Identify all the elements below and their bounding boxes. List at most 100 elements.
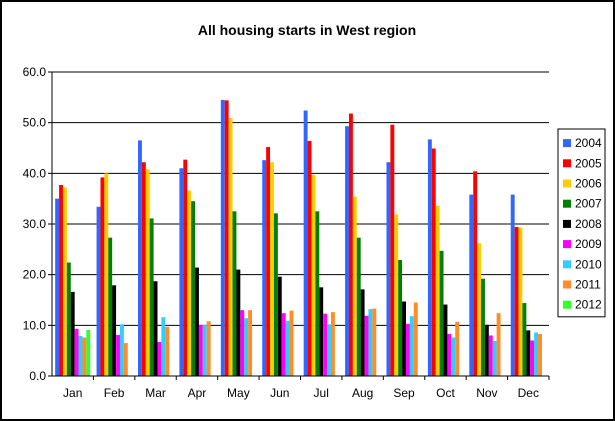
bar-2009-apr: [198, 324, 203, 376]
bar-2006-feb: [104, 173, 109, 376]
bar-2011-dec: [538, 333, 542, 376]
bar-2008-jul: [319, 287, 324, 376]
bar-2009-jun: [281, 313, 286, 376]
bar-2008-dec: [526, 330, 531, 376]
bar-2008-may: [236, 269, 241, 376]
bar-2008-oct: [443, 304, 448, 376]
legend-label-2007: 2007: [575, 197, 602, 211]
bar-2011-may: [248, 310, 253, 376]
bar-2008-nov: [484, 324, 489, 376]
y-tick-label: 0.0: [29, 369, 46, 383]
bar-2012-jan: [86, 329, 91, 376]
bar-2010-feb: [119, 324, 124, 376]
legend-swatch-2009: [563, 240, 571, 249]
bar-2007-dec: [522, 303, 527, 376]
bar-2005-oct: [431, 148, 436, 376]
bar-2004-jun: [262, 160, 267, 376]
bar-2007-mar: [149, 218, 154, 376]
bar-2004-feb: [96, 206, 101, 376]
bar-2004-jul: [303, 110, 308, 376]
bar-2004-apr: [179, 168, 184, 376]
bar-2006-nov: [477, 243, 482, 376]
bar-2004-dec: [510, 194, 515, 376]
bar-2009-may: [240, 310, 245, 376]
bar-2011-feb: [123, 343, 128, 376]
y-tick-label: 50.0: [23, 116, 47, 130]
bar-2010-nov: [492, 341, 497, 376]
bar-2011-nov: [496, 313, 501, 376]
bar-2006-aug: [352, 196, 357, 376]
bar-2009-sep: [405, 323, 410, 376]
x-tick-label-may: May: [227, 386, 250, 400]
legend-label-2005: 2005: [575, 156, 602, 170]
legend-label-2008: 2008: [575, 217, 602, 231]
bar-2008-jan: [70, 291, 75, 376]
bar-2007-feb: [108, 237, 113, 376]
x-tick-label-aug: Aug: [352, 386, 373, 400]
bar-2011-jul: [330, 312, 335, 376]
legend-swatch-2007: [563, 199, 571, 208]
bar-2011-apr: [206, 321, 211, 376]
y-tick-label: 60.0: [23, 65, 47, 79]
bar-2009-oct: [447, 333, 452, 376]
legend-swatch-2004: [563, 139, 571, 148]
bar-2005-nov: [473, 171, 478, 376]
bar-2010-apr: [202, 324, 207, 376]
bar-2011-aug: [372, 308, 377, 376]
bar-2006-jan: [62, 187, 67, 376]
bar-2009-mar: [157, 342, 162, 376]
bar-2007-oct: [439, 250, 444, 376]
bar-2008-sep: [402, 301, 406, 376]
bar-2006-jun: [270, 162, 274, 376]
bar-2008-aug: [360, 289, 365, 376]
bar-2005-may: [224, 100, 229, 377]
bar-2010-mar: [161, 317, 166, 376]
legend-swatch-2005: [563, 159, 571, 168]
bar-2004-mar: [137, 140, 142, 376]
x-tick-label-oct: Oct: [436, 386, 455, 400]
x-tick-label-apr: Apr: [188, 386, 207, 400]
bar-2006-dec: [518, 227, 523, 376]
axis-layer: 0.0 10.0 20.0 30.0 40.0 50.0 60.0 Jan Feb Mar Apr M…: [23, 65, 550, 400]
bar-2004-oct: [427, 139, 432, 376]
legend-label-2010: 2010: [575, 257, 602, 271]
bar-2009-dec: [530, 340, 535, 376]
bar-2004-jan: [55, 198, 60, 376]
x-tick-label-jul: Jul: [314, 386, 329, 400]
bar-2011-jan: [82, 337, 87, 376]
bar-2010-aug: [368, 309, 373, 376]
bar-2005-sep: [390, 124, 395, 376]
bar-2010-jan: [78, 335, 83, 376]
bar-2004-sep: [386, 162, 391, 376]
bar-2007-aug: [356, 237, 361, 376]
bars-layer: [55, 99, 542, 377]
y-tick-label: 30.0: [23, 217, 47, 231]
bar-2009-jul: [323, 313, 328, 376]
bar-2007-apr: [191, 201, 196, 376]
bar-2004-nov: [469, 194, 474, 376]
bar-2005-feb: [100, 177, 105, 376]
y-tick-label: 10.0: [23, 318, 47, 332]
legend-swatch-2006: [563, 179, 571, 188]
grid-layer: [52, 71, 549, 326]
bar-2008-mar: [153, 281, 158, 376]
bar-2005-jun: [266, 146, 271, 376]
x-tick-label-dec: Dec: [518, 386, 539, 400]
legend-label-2009: 2009: [575, 237, 602, 251]
bar-2009-feb: [116, 334, 120, 376]
bar-2007-jul: [315, 211, 320, 376]
bar-2005-jul: [307, 140, 312, 376]
bar-2009-aug: [364, 315, 369, 376]
legend-swatch-2012: [563, 300, 571, 309]
chart-title: All housing starts in West region: [198, 22, 416, 38]
x-tick-label-feb: Feb: [104, 386, 125, 400]
legend-label-2006: 2006: [575, 177, 602, 191]
bar-2011-jun: [289, 310, 294, 376]
legend-label-2012: 2012: [575, 298, 602, 312]
bar-2010-jul: [327, 324, 331, 376]
bar-2004-aug: [345, 126, 349, 377]
x-tick-label-jan: Jan: [63, 386, 82, 400]
bar-2006-mar: [145, 169, 150, 376]
